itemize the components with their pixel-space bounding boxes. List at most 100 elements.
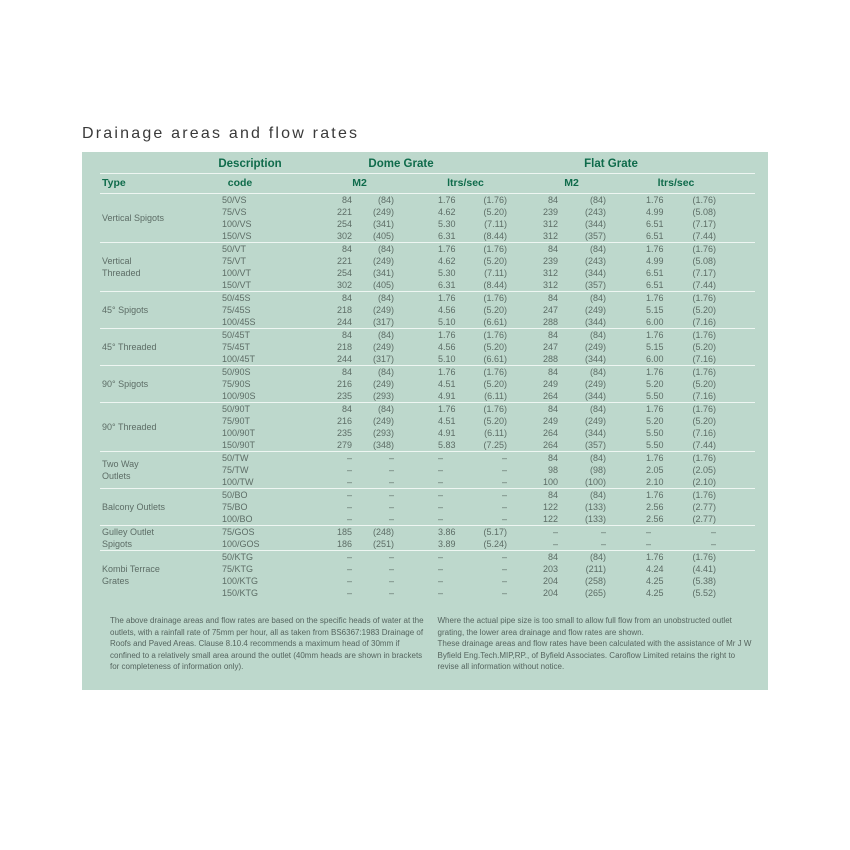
flat-ltrs-40mm-cell: (5.20)	[692, 379, 716, 389]
flat-ltrs-40mm-cell: (1.76)	[680, 242, 716, 255]
flat-ltrs-cell: –	[606, 525, 680, 538]
flat-m2-40mm-cell: (84)	[558, 365, 606, 378]
flat-ltrs-40mm-cell: (7.44)	[692, 231, 716, 241]
table-row: 75/90S 216 (249) 4.51 (5.20) 249 (249) 5.20 (5.2…	[100, 378, 755, 390]
dome-m2-40mm-cell: (84)	[352, 291, 394, 304]
dome-m2-40mm-cell: (341)	[372, 268, 394, 278]
dome-ltrs-40mm-cell: (6.61)	[483, 354, 507, 364]
code-cell: 100/90T	[222, 428, 256, 438]
flat-ltrs-cell: 5.50	[646, 428, 664, 438]
flat-m2-cell: 98	[547, 465, 558, 475]
flat-ltrs-40mm-cell: (1.76)	[680, 291, 716, 304]
flat-m2-40mm-cell: (84)	[558, 451, 606, 464]
type-label: 45° Spigots	[102, 305, 149, 315]
flat-m2-cell: 204	[542, 576, 558, 586]
flat-m2-cell: 239	[542, 256, 558, 266]
code-cell: 100/KTG	[222, 576, 259, 586]
dome-m2-cell: –	[295, 488, 352, 501]
flat-m2-cell: 249	[542, 379, 558, 389]
header-type: Type	[100, 173, 205, 194]
header-description: Description	[218, 158, 282, 170]
table-row: 75/BO – – – – 122 (133) 2.56 (2.77)	[100, 501, 755, 513]
dome-m2-40mm-cell: (341)	[372, 219, 394, 229]
dome-ltrs-cell: 4.51	[438, 379, 456, 389]
flat-m2-cell: 84	[507, 402, 558, 415]
dome-ltrs-40mm-cell: (8.44)	[483, 231, 507, 241]
flat-m2-cell: 84	[507, 550, 558, 563]
dome-ltrs-40mm-cell: –	[501, 576, 507, 586]
type-label: Vertical Spigots	[102, 213, 165, 223]
flat-m2-40mm-cell: (84)	[589, 195, 606, 205]
flat-m2-cell: 84	[507, 291, 558, 304]
dome-m2-40mm-cell: (84)	[352, 365, 394, 378]
dome-m2-40mm-cell: (348)	[372, 440, 394, 450]
dome-ltrs-40mm-cell: –	[470, 488, 507, 501]
flat-m2-40mm-cell: (249)	[584, 379, 606, 389]
dome-m2-40mm-cell: –	[388, 502, 394, 512]
code-cell: 75/VT	[222, 256, 247, 266]
dome-m2-cell: 221	[336, 207, 352, 217]
code-cell: 150/VS	[222, 231, 252, 241]
flat-m2-cell: 84	[547, 195, 558, 205]
flat-m2-40mm-cell: (265)	[584, 588, 606, 598]
flat-m2-40mm-cell: (344)	[584, 317, 606, 327]
dome-ltrs-40mm-cell: (8.44)	[483, 280, 507, 290]
flat-m2-cell: 288	[542, 317, 558, 327]
dome-ltrs-40mm-cell: –	[501, 465, 507, 475]
dome-ltrs-cell: –	[438, 514, 444, 524]
code-cell: 50/BO	[205, 488, 295, 501]
flat-m2-40mm-cell: (357)	[584, 280, 606, 290]
code-cell: 50/90S	[205, 365, 295, 378]
flat-m2-40mm-cell: (249)	[584, 305, 606, 315]
dome-m2-cell: 244	[336, 354, 352, 364]
header-flat-ltrs: ltrs/sec	[606, 173, 716, 194]
type-cell: Kombi Terrace Grates	[100, 550, 205, 599]
dome-m2-40mm-cell: (84)	[352, 242, 394, 255]
dome-ltrs-40mm-cell: (7.11)	[484, 268, 507, 278]
flat-ltrs-40mm-cell: –	[710, 539, 716, 549]
flat-ltrs-cell: 5.15	[646, 342, 664, 352]
type-cell: 90° Threaded	[100, 402, 205, 452]
header-code: code	[205, 173, 295, 194]
dome-ltrs-40mm-cell: (5.17)	[470, 525, 507, 538]
flat-m2-40mm-cell: (243)	[584, 207, 606, 217]
flat-ltrs-40mm-cell: (5.08)	[692, 207, 716, 217]
flat-m2-40mm-cell: (84)	[558, 488, 606, 501]
flat-m2-cell: 84	[507, 242, 558, 255]
dome-ltrs-cell: 4.91	[438, 428, 456, 438]
code-cell: 75/45T	[222, 342, 251, 352]
header-flat-m2: M2	[507, 173, 606, 194]
flat-m2-cell: 312	[542, 280, 558, 290]
flat-ltrs-40mm-cell: (5.08)	[692, 256, 716, 266]
dome-ltrs-cell: –	[394, 488, 470, 501]
type-label: Kombi Terrace Grates	[102, 564, 160, 586]
dome-ltrs-40mm-cell: (5.24)	[483, 539, 507, 549]
dome-m2-cell: –	[346, 477, 352, 487]
code-cell: 100/45S	[222, 317, 256, 327]
flat-m2-40mm-cell: (249)	[584, 416, 606, 426]
drainage-table-panel: Description Dome Grate Flat Grate Type c…	[82, 152, 768, 690]
type-cell: 45° Spigots	[100, 291, 205, 329]
flat-ltrs-40mm-cell: (2.77)	[692, 502, 716, 512]
flat-ltrs-cell: 5.20	[646, 416, 664, 426]
code-cell: 50/VS	[222, 195, 247, 205]
dome-m2-40mm-cell: (317)	[372, 317, 394, 327]
dome-ltrs-cell: 1.76	[438, 195, 456, 205]
flat-ltrs-40mm-cell: (1.76)	[680, 488, 716, 501]
flat-m2-40mm-cell: (344)	[584, 268, 606, 278]
flat-ltrs-40mm-cell: (7.16)	[692, 428, 716, 438]
dome-ltrs-cell: 4.62	[438, 207, 456, 217]
dome-m2-40mm-cell: –	[388, 588, 394, 598]
table-row: 75/KTG – – – – 203 (211) 4.24 (4.41)	[100, 563, 755, 575]
flat-m2-40mm-cell: (98)	[589, 465, 606, 475]
table-row: 100/VS 254 (341) 5.30 (7.11) 312 (344) 6.51 (7.1…	[100, 218, 755, 230]
dome-ltrs-40mm-cell: (1.76)	[483, 195, 507, 205]
drainage-table: Description Dome Grate Flat Grate Type c…	[100, 155, 756, 599]
flat-ltrs-40mm-cell: –	[680, 525, 716, 538]
dome-m2-cell: 84	[295, 328, 352, 341]
dome-ltrs-40mm-cell: (6.61)	[483, 317, 507, 327]
table-row: 150/VS 302 (405) 6.31 (8.44) 312 (357) 6.51 (7.4…	[100, 230, 755, 243]
dome-ltrs-40mm-cell: (5.20)	[483, 256, 507, 266]
code-cell: 75/45S	[222, 305, 251, 315]
dome-ltrs-40mm-cell: –	[470, 550, 507, 563]
